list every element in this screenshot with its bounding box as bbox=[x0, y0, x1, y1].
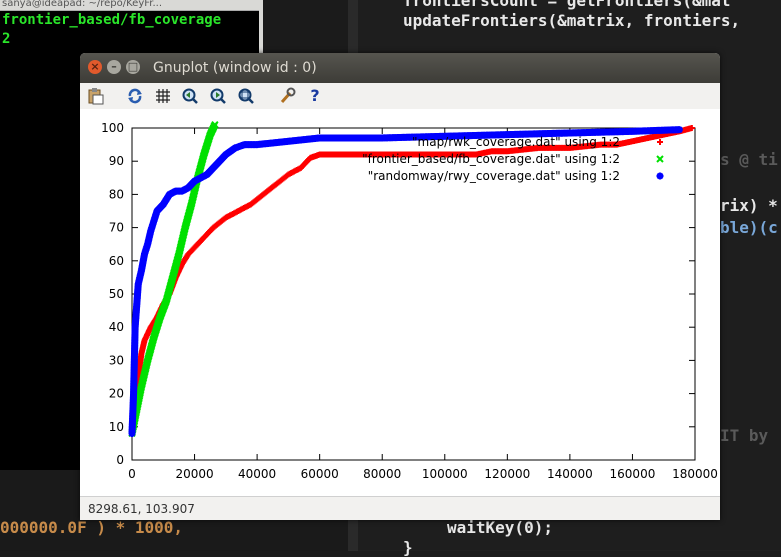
x-tick-label: 80000 bbox=[363, 467, 401, 481]
minimize-icon[interactable]: – bbox=[107, 60, 121, 74]
help-icon[interactable]: ? bbox=[310, 86, 320, 105]
code-fragment: ble)(c bbox=[720, 218, 778, 237]
y-tick-label: 100 bbox=[101, 121, 124, 135]
x-tick-label: 0 bbox=[128, 467, 136, 481]
replot-icon[interactable] bbox=[126, 87, 144, 105]
cursor-coordinates: 8298.61, 103.907 bbox=[88, 502, 195, 516]
code-fragment: rix) * bbox=[720, 196, 778, 215]
code-line: 000000.0F ) * 1000, bbox=[0, 518, 184, 537]
code-fragment: IT by bbox=[720, 426, 769, 445]
terminal-line: 2 bbox=[2, 31, 11, 47]
code-line: } bbox=[403, 538, 413, 557]
code-line: waitKey(0); bbox=[447, 518, 553, 537]
x-tick-label: 60000 bbox=[301, 467, 339, 481]
y-tick-label: 50 bbox=[109, 287, 124, 301]
series-1 bbox=[128, 120, 219, 438]
legend-label: "frontier_based/fb_coverage.dat" using 1… bbox=[362, 152, 620, 166]
y-tick-label: 90 bbox=[109, 154, 124, 168]
toolbar: ? bbox=[80, 83, 720, 109]
y-tick-label: 70 bbox=[109, 221, 124, 235]
y-tick-label: 10 bbox=[109, 420, 124, 434]
settings-icon[interactable] bbox=[278, 87, 296, 105]
clipboard-icon[interactable] bbox=[86, 87, 104, 105]
coverage-chart: 0 20000 40000 60000 80000 100000 120000 140000 1… bbox=[101, 120, 718, 481]
code-line: frontiersCount = getFrontiers(&mat bbox=[403, 0, 731, 10]
x-tick-label: 20000 bbox=[175, 467, 213, 481]
zoom-prev-icon[interactable] bbox=[181, 87, 199, 105]
legend-marker bbox=[656, 155, 664, 163]
status-bar: 8298.61, 103.907 bbox=[80, 496, 720, 520]
y-tick-label: 40 bbox=[109, 320, 124, 334]
series-2 bbox=[128, 126, 683, 437]
code-fragment: s @ ti bbox=[720, 150, 778, 169]
y-tick-label: 30 bbox=[109, 353, 124, 367]
maximize-icon[interactable]: □ bbox=[126, 60, 140, 74]
y-tick-label: 0 bbox=[116, 453, 124, 467]
y-tick-label: 80 bbox=[109, 187, 124, 201]
close-icon[interactable]: × bbox=[88, 60, 102, 74]
legend-marker bbox=[657, 139, 663, 145]
plot-canvas[interactable]: 0 20000 40000 60000 80000 100000 120000 140000 1… bbox=[80, 109, 720, 496]
y-tick-label: 60 bbox=[109, 254, 124, 268]
x-tick-label: 100000 bbox=[422, 467, 468, 481]
grid-icon[interactable] bbox=[154, 87, 172, 105]
x-tick-label: 160000 bbox=[610, 467, 656, 481]
x-tick-label: 140000 bbox=[547, 467, 593, 481]
gnuplot-window: × – □ Gnuplot (window id : 0) ? 0 20000 40 bbox=[80, 53, 720, 520]
data-point bbox=[675, 126, 683, 134]
legend-label: "map/rwk_coverage.dat" using 1:2 bbox=[412, 135, 620, 149]
x-tick-label: 40000 bbox=[238, 467, 276, 481]
y-tick-label: 20 bbox=[109, 387, 124, 401]
code-line: updateFrontiers(&matrix, frontiers, bbox=[403, 11, 741, 30]
window-titlebar[interactable]: × – □ Gnuplot (window id : 0) bbox=[80, 53, 720, 83]
x-tick-label: 120000 bbox=[484, 467, 530, 481]
x-tick-label: 180000 bbox=[672, 467, 718, 481]
legend-marker bbox=[656, 172, 664, 180]
zoom-next-icon[interactable] bbox=[209, 87, 227, 105]
autoscale-icon[interactable] bbox=[237, 87, 255, 105]
data-point bbox=[688, 125, 695, 131]
terminal-line: frontier_based/fb_coverage bbox=[2, 12, 222, 28]
legend-label: "randomway/rwy_coverage.dat" using 1:2 bbox=[368, 169, 620, 183]
data-point bbox=[211, 120, 219, 129]
window-title: Gnuplot (window id : 0) bbox=[153, 60, 317, 76]
terminal-titlebar: sanya@ideapad: ~/repo/KeyFr... bbox=[0, 0, 263, 11]
